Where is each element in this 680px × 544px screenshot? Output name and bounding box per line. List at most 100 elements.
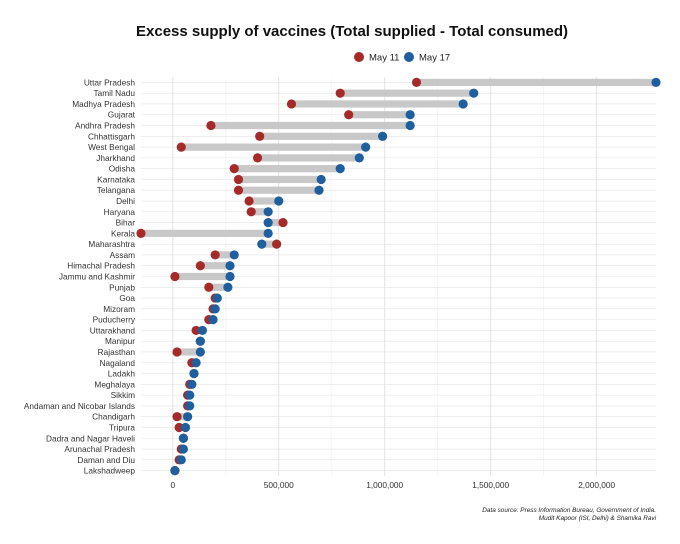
point-may11 (229, 164, 239, 174)
point-may11 (170, 271, 180, 282)
point-may17 (212, 293, 222, 303)
category-label: Meghalaya (94, 379, 135, 389)
connector-bar (268, 218, 283, 227)
point-may11 (233, 174, 244, 185)
point-may17 (195, 347, 205, 357)
point-may17 (197, 325, 208, 336)
x-tick-label: 2,000,000 (578, 480, 615, 490)
point-may11 (335, 88, 345, 98)
category-label: Arunachal Pradesh (64, 444, 135, 454)
x-tick-label: 500,000 (264, 480, 294, 490)
point-may17 (176, 455, 186, 465)
category-label: Jharkhand (96, 153, 135, 163)
legend-marker-may11 (354, 52, 364, 62)
point-may17 (469, 88, 479, 98)
connector-bar (215, 251, 235, 259)
point-may11 (246, 207, 256, 217)
point-may17 (195, 336, 205, 346)
legend: May 11 May 17 (354, 52, 450, 64)
legend-label-may17: May 17 (419, 53, 450, 64)
point-may11 (172, 412, 182, 422)
category-label: Uttarakhand (90, 325, 136, 335)
connector-bar (348, 111, 411, 119)
category-label: Madhya Pradesh (72, 99, 135, 109)
source-line-1: Data source: Press Information Bureau, G… (482, 507, 656, 514)
point-may17 (189, 368, 199, 379)
category-label: Chhattisgarh (88, 131, 135, 141)
point-may17 (185, 401, 195, 411)
data-points (136, 77, 661, 476)
point-may11 (286, 99, 297, 109)
category-label: Manipur (105, 336, 135, 346)
connector-bar (340, 89, 474, 97)
point-may17 (191, 358, 201, 368)
connector-bar (291, 100, 464, 108)
connector-bar (141, 229, 269, 237)
point-may17 (458, 99, 468, 109)
category-label: Gujarat (108, 110, 136, 120)
point-may17 (263, 217, 273, 228)
category-label: Delhi (116, 196, 135, 206)
point-may17 (208, 315, 218, 325)
category-label: Uttar Pradesh (84, 77, 136, 87)
category-label: Rajasthan (98, 347, 136, 357)
point-may17 (225, 261, 235, 271)
point-may11 (411, 77, 422, 87)
connector-bar (208, 283, 228, 291)
category-label: Andhra Pradesh (75, 121, 135, 131)
point-may11 (252, 153, 263, 163)
category-label: Odisha (109, 164, 136, 174)
category-label: Ladakh (108, 369, 136, 379)
category-label: Andaman and Nicobar Islands (24, 401, 135, 411)
category-label: Puducherry (93, 315, 136, 325)
connector-bar (238, 175, 322, 184)
point-may11 (278, 217, 288, 228)
connector-bar (416, 78, 656, 86)
point-may11 (244, 196, 254, 206)
connector-bar (181, 143, 366, 151)
point-may11 (233, 185, 244, 195)
point-may17 (405, 120, 415, 131)
x-tick-label: 1,500,000 (472, 480, 509, 490)
point-may17 (185, 390, 195, 400)
point-may11 (174, 422, 184, 433)
point-may11 (344, 110, 354, 120)
point-may17 (314, 185, 324, 195)
connector-bars (141, 78, 656, 475)
point-may17 (183, 412, 193, 422)
point-may11 (136, 228, 146, 238)
point-may17 (263, 207, 273, 217)
chart-title: Excess supply of vaccines (Total supplie… (136, 23, 568, 40)
category-label: Tamil Nadu (93, 88, 135, 98)
point-may17 (229, 250, 239, 260)
connector-bar (200, 262, 231, 270)
category-label: West Bengal (88, 142, 135, 152)
x-tick-label: 1,000,000 (366, 480, 403, 490)
category-label: Punjab (109, 282, 135, 292)
category-label: Bihar (116, 218, 136, 228)
point-may11 (255, 131, 265, 141)
category-label: Tripura (109, 422, 135, 432)
point-may17 (361, 142, 371, 152)
point-may17 (170, 466, 180, 476)
point-may17 (178, 433, 188, 443)
point-may17 (210, 304, 220, 314)
connector-bar (210, 121, 411, 130)
category-label: Jammu and Kashmir (59, 272, 135, 282)
point-may17 (354, 153, 364, 163)
connector-bar (234, 165, 341, 173)
point-may11 (206, 120, 216, 131)
point-may17 (274, 196, 284, 206)
legend-label-may11: May 11 (369, 53, 399, 64)
connector-bar (249, 197, 279, 205)
point-may11 (204, 282, 214, 292)
connector-bar (174, 272, 231, 281)
category-label: Telangana (97, 185, 136, 195)
point-may11 (272, 239, 282, 249)
point-may17 (187, 379, 197, 389)
point-may17 (180, 422, 191, 433)
point-may17 (263, 228, 273, 238)
point-may17 (257, 239, 267, 249)
point-may17 (316, 174, 326, 185)
point-may17 (378, 131, 388, 141)
